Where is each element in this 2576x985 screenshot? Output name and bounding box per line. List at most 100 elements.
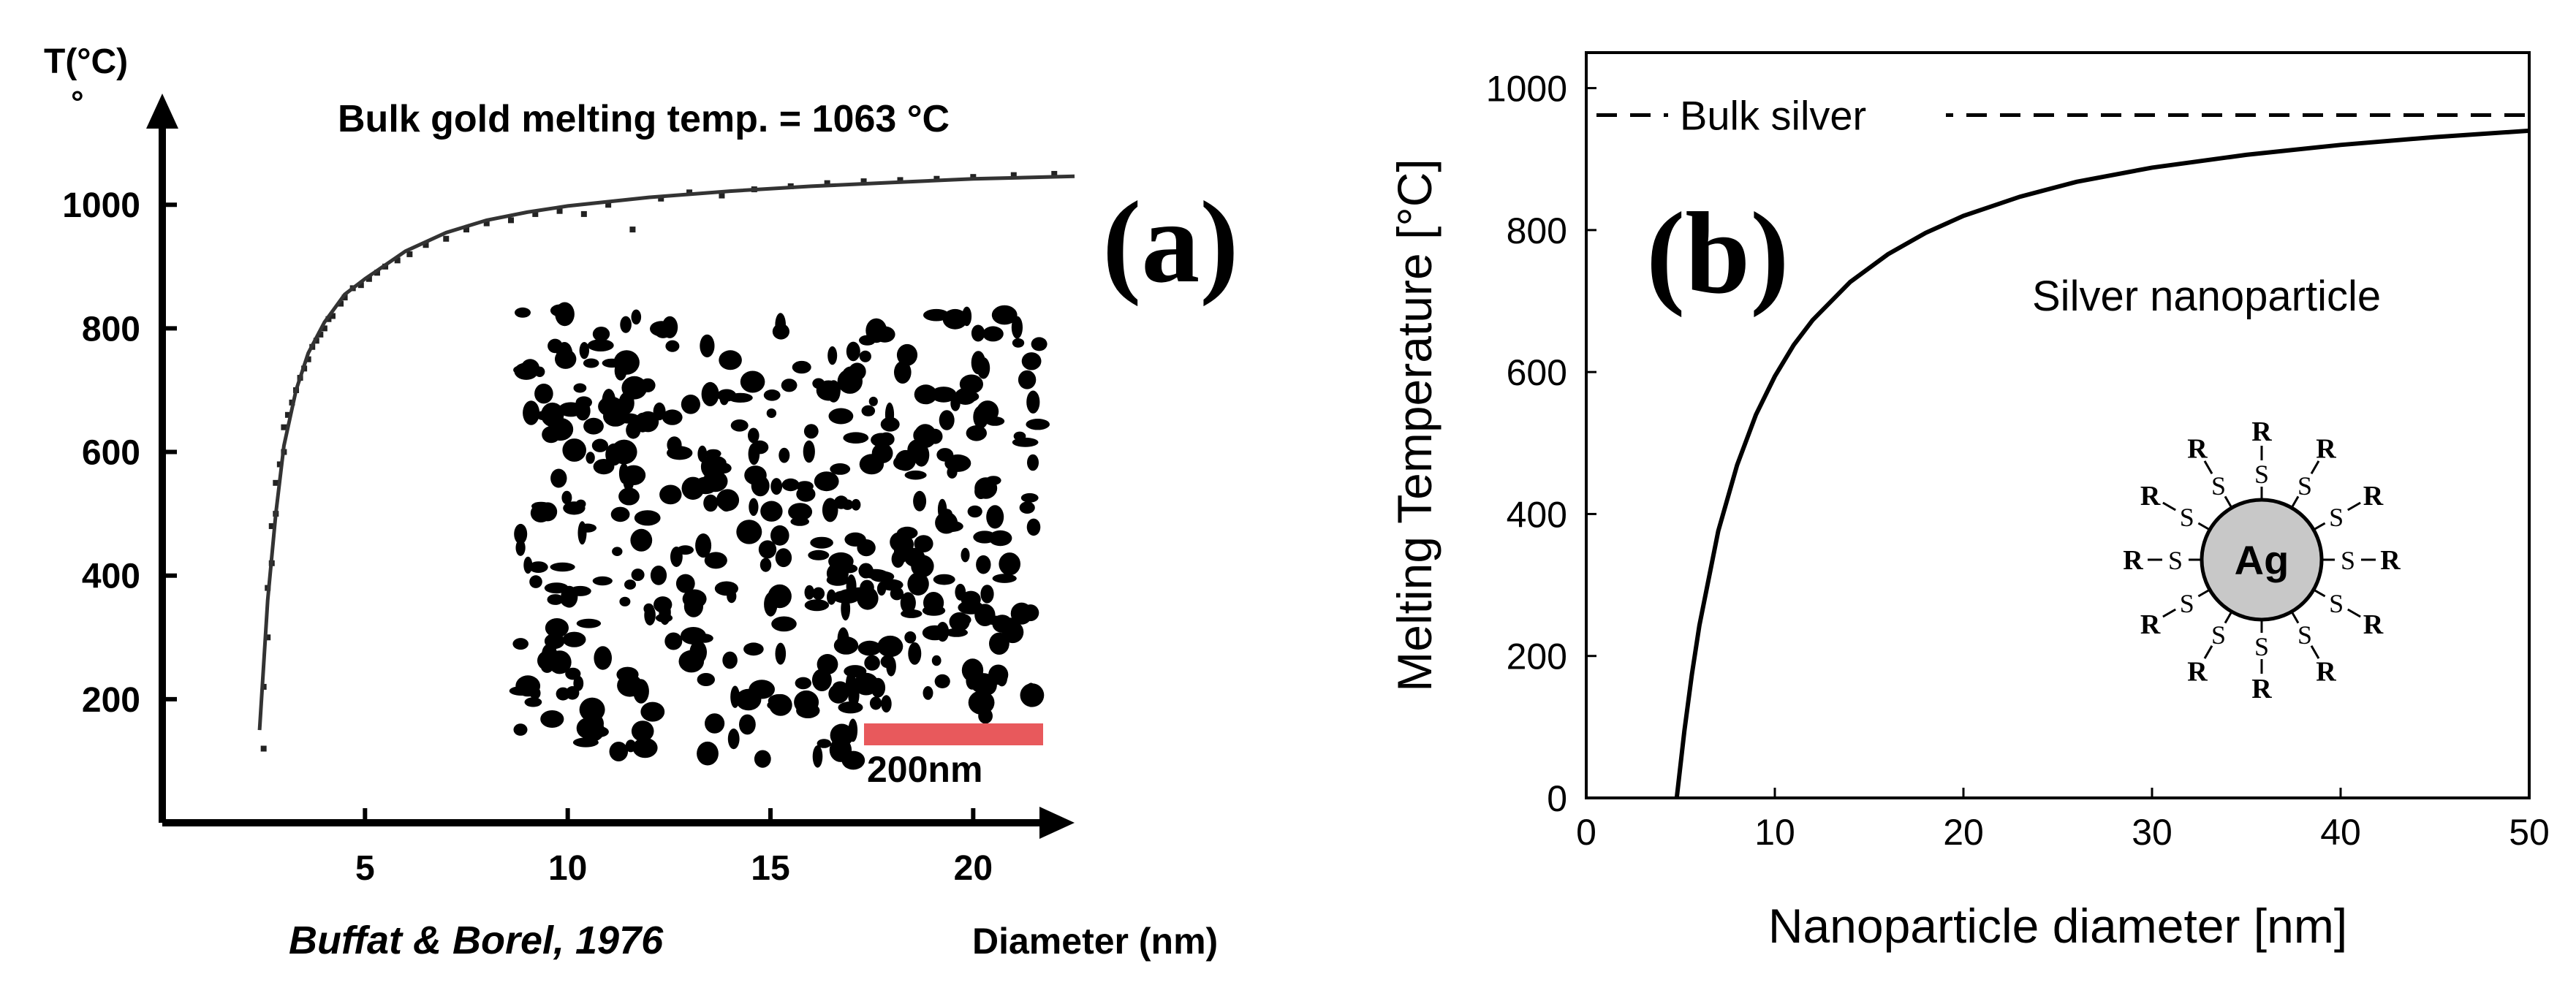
panel-a-data-point (580, 210, 587, 217)
panel-b-xtick-label: 30 (2132, 812, 2172, 853)
panel-a-y-ticks: 200 400 600 800 1000 (62, 186, 177, 720)
panel-a-data-point (483, 220, 490, 227)
panel-a-data-point (321, 325, 327, 332)
panel-a-ytick-label: 600 (82, 434, 140, 473)
panel-b-xtick-label: 20 (1943, 812, 1984, 853)
panel-a-ytick-label: 200 (82, 681, 140, 720)
panel-a-data-point (860, 178, 867, 185)
ligand-s-label: S (2341, 546, 2355, 575)
ligand-r-label: R (2316, 656, 2336, 687)
ligand-r-label: R (2123, 545, 2143, 576)
panel-a-data-point (305, 356, 311, 362)
ligand-s-label: S (2329, 589, 2344, 618)
panel-a-data-point (605, 202, 612, 208)
panel-b-y-ticks: 0 200 400 600 800 1000 (1486, 69, 1596, 819)
ligand-s-label: S (2168, 546, 2183, 575)
ligand-s-label: S (2180, 503, 2194, 532)
ligand-r-label: R (2363, 609, 2384, 640)
panel-a-data-point (1051, 170, 1058, 177)
scale-bar-label: 200nm (867, 749, 982, 790)
panel-a-title: Bulk gold melting temp. = 1063 °C (338, 98, 950, 140)
panel-a-data-point (719, 192, 725, 199)
bulk-silver-label: Bulk silver (1680, 92, 1866, 138)
curve-label: Silver nanoparticle (2032, 273, 2381, 320)
panel-b-ytick-label: 400 (1507, 494, 1567, 535)
panel-b-xlabel: Nanoparticle diameter [nm] (1768, 899, 2347, 953)
panel-a-data-point (532, 210, 539, 217)
panel-a-y-axis-arrow (146, 94, 178, 129)
panel-a-data-point (281, 424, 287, 430)
ligand-s-label: S (2297, 620, 2312, 650)
ligand-s-label: S (2180, 589, 2194, 618)
ligand-s-label: S (2297, 471, 2312, 501)
panel-a-data-point (423, 242, 429, 248)
panel-a-data-point (443, 235, 450, 242)
panel-b-ytick-label: 600 (1507, 352, 1567, 393)
panel-a-data-point (686, 189, 693, 196)
panel-b-plot-frame (1585, 51, 2531, 799)
panel-a-chart: T(°C) ° Bulk gold melting temp. = 1063 °… (44, 42, 1239, 962)
panel-a-data-point (406, 251, 413, 257)
panel-a-data-point (317, 331, 324, 338)
panel-a-data-point (556, 208, 563, 214)
panel-a-data-point (658, 195, 664, 202)
panel-a-data-point (463, 227, 469, 233)
panel-a-ylabel-mark: ° (71, 85, 84, 121)
ligand-r-label: R (2187, 656, 2208, 687)
ligand-r-label: R (2140, 609, 2161, 640)
panel-b-ytick-label: 800 (1507, 210, 1567, 251)
ligand-s-label: S (2254, 632, 2269, 661)
panel-a-xtick-label: 20 (954, 849, 993, 888)
panel-a-data-point (897, 177, 904, 183)
panel-a-citation: Buffat & Borel, 1976 (289, 919, 664, 962)
panel-a-xlabel: Diameter (nm) (972, 921, 1218, 962)
panel-a-data-point (357, 282, 364, 289)
panel-a-xtick-label: 10 (548, 849, 587, 888)
panel-b-xtick-label: 50 (2509, 812, 2550, 853)
ag-core (2200, 498, 2324, 622)
panel-a-ytick-label: 800 (82, 310, 140, 349)
panel-a-data-point (276, 461, 283, 468)
panel-a-ytick-label: 400 (82, 558, 140, 596)
panel-a-data-point (970, 174, 977, 180)
ligand-s-label: S (2254, 460, 2269, 489)
panel-a-xtick-label: 5 (355, 849, 375, 888)
ligand-s-label: S (2329, 503, 2344, 532)
panel-a-data-point (1010, 172, 1017, 178)
panel-b-xtick-label: 0 (1576, 812, 1596, 853)
ligand-r-label: R (2363, 481, 2384, 511)
ligand-r-label: R (2251, 674, 2272, 704)
panel-a-data-point (824, 180, 830, 186)
panel-b-ytick-label: 200 (1507, 636, 1567, 677)
panel-b-x-ticks: 0 10 20 30 40 50 (1576, 788, 2550, 853)
ligand-r-label: R (2140, 481, 2161, 511)
panel-b-chart: 0 200 400 600 800 1000 0 10 20 30 40 50 Bulk silve… (1387, 51, 2550, 953)
ligand-r-label: R (2380, 545, 2401, 576)
panel-b-xtick-label: 40 (2320, 812, 2361, 853)
panel-b-ylabel: Melting Temperature [°C] (1387, 159, 1442, 691)
panel-a-fit-curve (257, 174, 1075, 731)
ligand-s-label: S (2211, 620, 2226, 650)
panel-a-data-point (508, 217, 515, 224)
panel-a-data-point (365, 275, 372, 282)
panel-a-x-axis-arrow (1039, 807, 1075, 839)
panel-b-xtick-label: 10 (1754, 812, 1795, 853)
panel-a-ytick-label: 1000 (62, 186, 140, 225)
panel-b-ytick-label: 1000 (1486, 69, 1567, 110)
scale-bar (864, 723, 1043, 745)
panel-b-ytick-label: 0 (1547, 778, 1567, 819)
panel-a-data-point (268, 523, 275, 530)
panel-a-data-point (338, 300, 344, 307)
panel-a-data-point (260, 745, 267, 752)
ligand-r-label: R (2316, 434, 2336, 465)
ligand-r-label: R (2251, 417, 2272, 447)
panel-a-label: (a) (1102, 177, 1239, 307)
panel-a-x-ticks: 5 10 15 20 (355, 808, 993, 888)
panel-b-label: (b) (1646, 188, 1789, 318)
tem-inset-image: 200nm (509, 302, 1050, 790)
panel-a-ylabel: T(°C) (44, 42, 128, 81)
ligand-r-label: R (2187, 434, 2208, 465)
silver-nanoparticle-curve (1674, 128, 2530, 799)
